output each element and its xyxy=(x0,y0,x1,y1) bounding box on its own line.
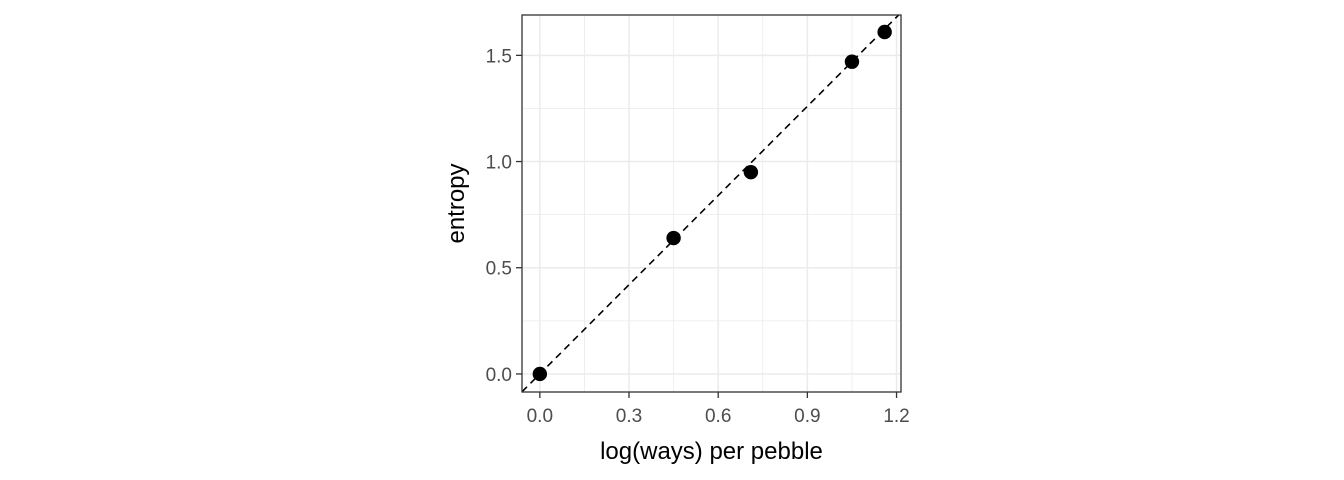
reference-line-layer xyxy=(522,15,900,392)
data-point xyxy=(743,164,759,180)
data-point xyxy=(666,230,681,246)
y-tick-label: 0.0 xyxy=(486,365,512,386)
x-axis: 0.0 0.3 0.6 0.9 1.2 xyxy=(527,392,910,427)
x-tick-label: 0.3 xyxy=(616,406,642,427)
reference-line xyxy=(522,15,900,392)
panel-border xyxy=(521,14,902,393)
data-point xyxy=(877,24,892,40)
y-tick-label: 1.0 xyxy=(486,153,512,174)
data-point xyxy=(844,54,860,69)
x-tick-label: 0.9 xyxy=(794,406,820,427)
data-point xyxy=(532,366,548,382)
x-tick-label: 1.2 xyxy=(883,406,909,427)
minor-gridlines xyxy=(522,15,901,392)
y-axis: 0.0 0.5 1.0 1.5 xyxy=(486,46,522,386)
x-tick-label: 0.0 xyxy=(527,406,553,427)
x-axis-title: log(ways) per pebble xyxy=(600,438,823,465)
major-gridlines xyxy=(522,15,901,392)
y-tick-label: 1.5 xyxy=(486,46,512,67)
y-axis-title: entropy xyxy=(443,163,470,243)
data-points xyxy=(532,24,892,382)
x-tick-label: 0.6 xyxy=(705,406,731,427)
y-tick-label: 0.5 xyxy=(486,259,512,280)
